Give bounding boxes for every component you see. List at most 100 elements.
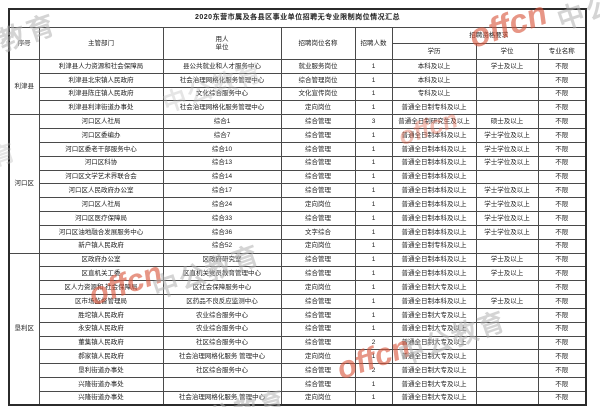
table-cell: 不限: [537, 211, 587, 226]
col-header-dept: 主管部门: [38, 27, 164, 60]
table-cell: 综合管理: [280, 335, 356, 351]
table-cell: 河口区委老干部服务中心: [38, 141, 164, 157]
recruitment-table: 2020东营市属及各县区事业单位招聘无专业限制岗位情况汇总 序号 主管部门 用人…: [8, 8, 588, 407]
table-cell: 定向岗位: [280, 197, 356, 213]
table-row: 董集镇人民政府 社区综合服务中心 综合管理 2 普通全日制大专及以上 不限: [9, 335, 587, 351]
table-cell: 本科及以上: [391, 72, 477, 88]
table-cell: 利津县人力资源和社会保障局: [38, 59, 164, 74]
table-cell: 不限: [537, 294, 587, 309]
table-cell: 普通全日制专科及以上: [391, 100, 477, 116]
table-cell: 不限: [537, 155, 587, 171]
table-cell: 学士学位及以上: [475, 224, 539, 240]
table-cell: [475, 100, 539, 116]
table-cell: 学士及以上: [475, 266, 539, 282]
table-cell: 普通全日制专科及以上: [391, 238, 477, 254]
table-cell: 垦利街道办事处: [38, 363, 164, 379]
table-cell: 1: [354, 211, 393, 226]
table-cell: 综合管理: [280, 377, 356, 392]
table-row: 利津县利津街道办事处 社会治理网格化服务管理中心 定向岗位 1 普通全日制专科及以上 不限: [9, 100, 587, 116]
table-cell: 3: [354, 114, 393, 130]
table-cell: [475, 390, 539, 406]
table-cell: 社区综合服务中心: [162, 335, 282, 351]
col-header-position: 招聘岗位名称: [280, 27, 356, 60]
table-cell: 1: [354, 59, 393, 74]
table-cell: 综合17: [162, 183, 282, 199]
table-cell: 不限: [537, 114, 587, 130]
table-cell: 不限: [537, 363, 587, 379]
table-cell: 学士学位及以上: [475, 197, 539, 213]
table-cell: 1: [354, 183, 393, 199]
table-cell: 综合1: [162, 114, 282, 130]
table-cell: 学士学位及以上: [475, 128, 539, 143]
table-cell: [162, 377, 282, 392]
table-cell: 不限: [537, 266, 587, 282]
section-label: 河口区: [8, 114, 40, 254]
table-cell: 综合管理: [280, 294, 356, 309]
table-cell: 普通全日制本科及以上: [391, 211, 477, 226]
table-cell: 利津县利津街道办事处: [38, 100, 164, 116]
table-cell: 定向岗位: [280, 390, 356, 406]
page-title: 2020东营市属及各县区事业单位招聘无专业限制岗位情况汇总: [8, 8, 587, 28]
table-cell: 区直机关党员教育管理中心: [162, 266, 282, 282]
table-cell: 普通全日制大专及以上: [391, 363, 477, 379]
table-cell: 河口区科协: [38, 155, 164, 171]
table-row: 垦利区 区政府办公室 区政府研究室 综合管理 1 普通全日制本科及以上 学士及以上 不限: [8, 252, 587, 406]
table-cell: 农业综合服务中心: [162, 321, 282, 337]
table-cell: 综合管理岗位: [280, 72, 356, 88]
table-cell: 普通全日制大专及以上: [391, 307, 477, 323]
table-cell: [475, 307, 539, 323]
table-cell: 文化宣传岗位: [280, 86, 356, 102]
table-row: 河口区医疗保障局 综合33 综合管理 1 普通全日制本科及以上 学士学位及以上 不限: [9, 211, 587, 226]
table-cell: 硕士及以上: [475, 114, 539, 130]
table-cell: [475, 335, 539, 351]
col-header-count: 招聘人数: [354, 27, 393, 60]
table-cell: 不限: [537, 197, 587, 213]
table-cell: 区社会保障服务中心: [162, 280, 282, 296]
table-row: 胜坨镇人民政府 农业综合服务中心 综合管理 1 普通全日制大专及以上 不限: [9, 307, 587, 323]
table-cell: 社会治理网格化服务管理中心: [162, 100, 282, 116]
table-cell: 综合7: [162, 128, 282, 143]
table-cell: 综合14: [162, 169, 282, 185]
table-cell: 普通全日制本科及以上: [391, 197, 477, 213]
table-cell: 普通全日制大专及以上: [391, 335, 477, 351]
table-cell: 区市场监督管理局: [38, 294, 164, 309]
table-cell: 综合24: [162, 197, 282, 213]
table-cell: 新户镇人民政府: [38, 238, 164, 254]
table-cell: 河口区文学艺术界联合会: [38, 169, 164, 185]
table-cell: 普通全日制本科及以上: [391, 169, 477, 185]
table-cell: 1: [354, 238, 393, 254]
table-cell: 文字综合: [280, 224, 356, 240]
table-cell: 河口区人社局: [38, 197, 164, 213]
table-cell: 不限: [537, 141, 587, 157]
table-cell: 普通全日制大专及以上: [391, 377, 477, 392]
table-header-row-2: 学历 学位 专业名称: [9, 43, 587, 60]
table-cell: 河口区人社局: [38, 114, 164, 130]
table-cell: 永安镇人民政府: [38, 321, 164, 337]
table-cell: 不限: [537, 86, 587, 102]
section-label: 垦利区: [8, 252, 40, 406]
table-cell: 综合管理: [280, 169, 356, 185]
table-cell: 兴隆街道办事处: [38, 377, 164, 392]
table-cell: 区政府办公室: [38, 252, 164, 268]
table-cell: 1: [354, 100, 393, 116]
table-cell: 1: [354, 155, 393, 171]
table-cell: 文化综合服务中心: [162, 86, 282, 102]
table-row: 新户镇人民政府 综合52 定向岗位 1 普通全日制专科及以上 不限: [9, 238, 587, 254]
table-cell: [475, 86, 539, 102]
table-cell: 1: [354, 169, 393, 185]
table-cell: 1: [354, 390, 393, 406]
table-cell: [475, 280, 539, 296]
table-cell: 1: [354, 321, 393, 337]
table-cell: 普通全日制大专及以上: [391, 280, 477, 296]
col-header-employer: 用人 单位: [162, 27, 282, 60]
table-cell: 1: [354, 294, 393, 309]
table-row: 利津县北宋镇人民政府 社会治理网格化服务管理中心 综合管理岗位 1 本科及以上 不限: [9, 72, 587, 88]
table-cell: [475, 169, 539, 185]
table-cell: 不限: [537, 377, 587, 392]
table-cell: 不限: [537, 307, 587, 323]
table-cell: 综合管理: [280, 211, 356, 226]
table-cell: 不限: [537, 321, 587, 337]
table-cell: 社会治理网格化服务 管理中心: [162, 390, 282, 406]
col-header-requirements: 招聘资格要求: [391, 27, 587, 44]
table-cell: 定向岗位: [280, 100, 356, 116]
